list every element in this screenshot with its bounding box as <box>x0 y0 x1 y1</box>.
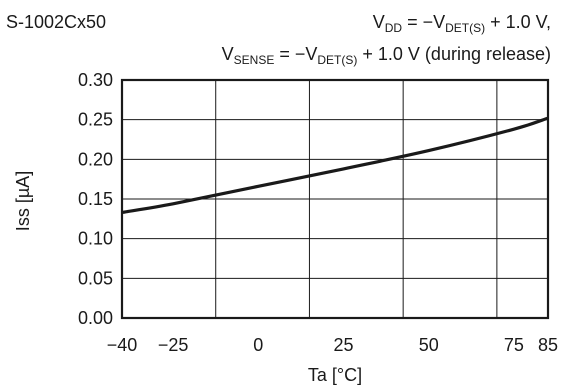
y-tick-label: 0.20 <box>78 149 113 169</box>
y-tick-label: 0.10 <box>78 229 113 249</box>
x-tick-label: −40 <box>107 335 138 355</box>
x-tick-label: 0 <box>253 335 263 355</box>
y-axis-label: Iss [µA] <box>13 171 33 231</box>
x-tick-label: 85 <box>538 335 558 355</box>
y-tick-label: 0.15 <box>78 189 113 209</box>
grid <box>121 79 549 319</box>
x-tick-label: −25 <box>158 335 189 355</box>
series <box>121 116 549 215</box>
plot-frame <box>120 78 550 320</box>
chart-title: S-1002Cx50 <box>6 12 106 32</box>
x-tick-label: 25 <box>334 335 354 355</box>
x-axis-label: Ta [°C] <box>308 365 362 385</box>
condition-line-1: VDD = −VDET(S) + 1.0 V, <box>373 12 551 35</box>
series-line-0 <box>121 116 549 215</box>
y-tick-label: 0.30 <box>78 70 113 90</box>
y-tick-label: 0.25 <box>78 110 113 130</box>
x-tick-label: 75 <box>504 335 524 355</box>
y-tick-label: 0.05 <box>78 268 113 288</box>
tick-labels: 0.00 0.05 0.10 0.15 0.20 0.25 0.30 −40 −25 0 25 50 7… <box>78 70 558 355</box>
y-tick-label: 0.00 <box>78 308 113 328</box>
x-tick-label: 50 <box>419 335 439 355</box>
condition-line-2: VSENSE = −VDET(S) + 1.0 V (during releas… <box>222 44 551 67</box>
